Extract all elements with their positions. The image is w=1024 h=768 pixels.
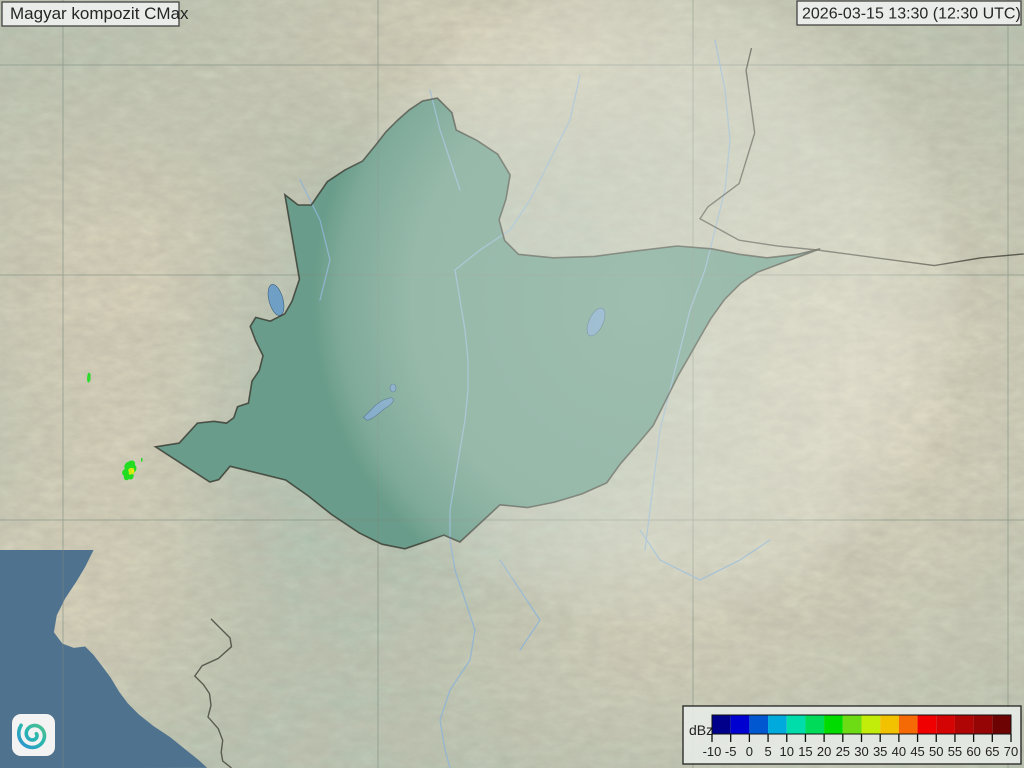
svg-text:15: 15 [798,744,812,759]
svg-text:35: 35 [873,744,887,759]
svg-text:5: 5 [764,744,771,759]
svg-text:30: 30 [854,744,868,759]
svg-text:25: 25 [836,744,850,759]
svg-text:50: 50 [929,744,943,759]
svg-text:-10: -10 [703,744,722,759]
svg-text:10: 10 [780,744,794,759]
svg-text:65: 65 [985,744,999,759]
svg-text:45: 45 [910,744,924,759]
svg-text:2026-03-15 13:30 (12:30 UTC): 2026-03-15 13:30 (12:30 UTC) [802,6,1021,23]
svg-text:40: 40 [892,744,906,759]
svg-text:Magyar kompozit CMax: Magyar kompozit CMax [10,4,189,23]
svg-text:0: 0 [746,744,753,759]
svg-text:60: 60 [966,744,980,759]
svg-text:55: 55 [948,744,962,759]
svg-text:20: 20 [817,744,831,759]
svg-text:dBz: dBz [689,722,713,738]
svg-text:70: 70 [1004,744,1018,759]
svg-text:-5: -5 [725,744,737,759]
